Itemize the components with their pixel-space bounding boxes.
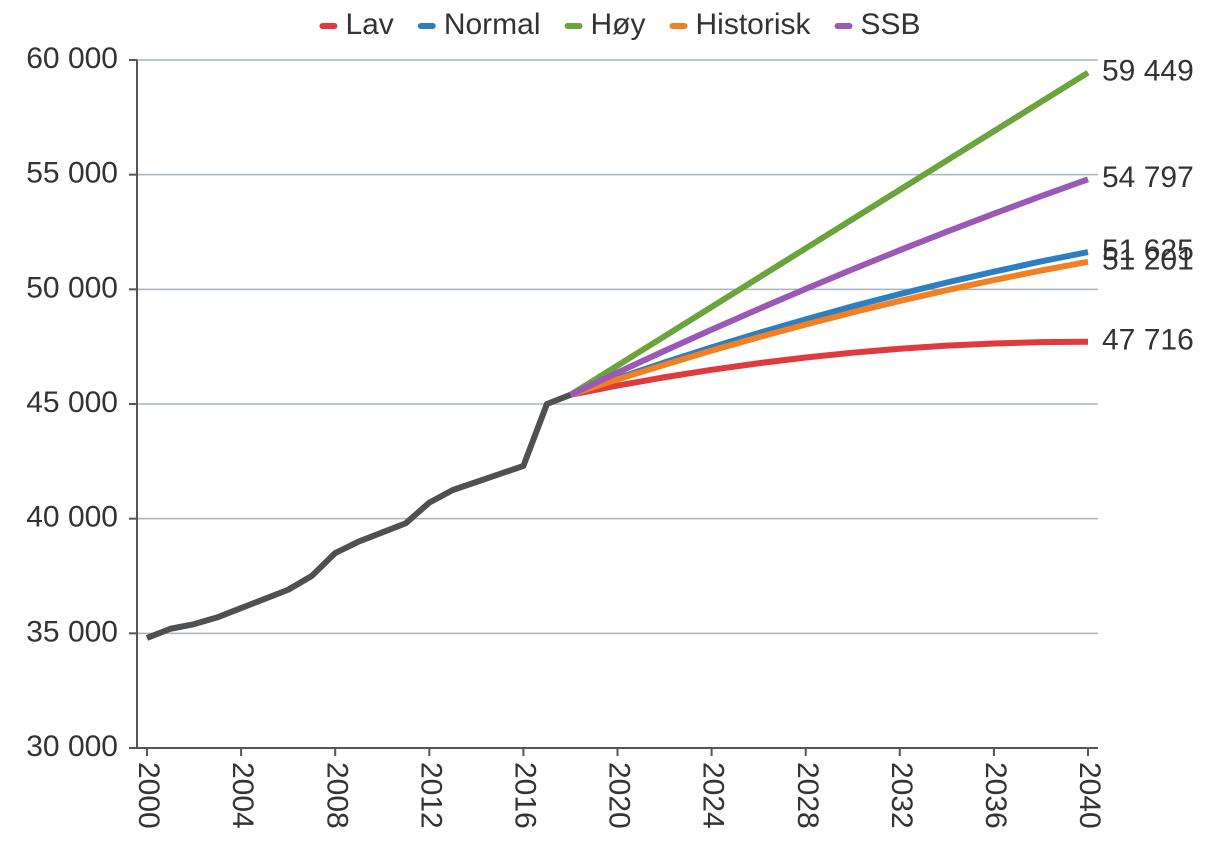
end-label: 51 201	[1102, 244, 1194, 277]
x-tick-label: 2012	[414, 762, 447, 829]
x-tick-label: 2032	[885, 762, 918, 829]
end-label: 54 797	[1102, 161, 1194, 194]
y-tick-label: 50 000	[26, 271, 118, 304]
series-line	[569, 176, 1090, 398]
legend-label: Normal	[444, 8, 541, 41]
series-line	[145, 392, 572, 641]
y-tick-label: 55 000	[26, 157, 118, 190]
x-tick-label: 2040	[1073, 762, 1106, 829]
lines	[145, 70, 1090, 641]
x-tick-label: 2008	[320, 762, 353, 829]
grid	[129, 59, 1098, 756]
y-tick-label: 35 000	[26, 615, 118, 648]
x-tick-label: 2004	[226, 762, 259, 829]
x-tick-label: 2000	[132, 762, 165, 829]
end-label: 59 449	[1102, 55, 1194, 88]
y-tick-label: 40 000	[26, 501, 118, 534]
labels: 30 000 35 000 40 000 45 000 50 000 55 000 60 0…	[26, 8, 1194, 829]
series-line	[569, 338, 1089, 398]
y-tick-label: 45 000	[26, 386, 118, 419]
legend-label: Høy	[591, 8, 646, 41]
x-tick-label: 2016	[508, 762, 541, 829]
legend-label: Lav	[345, 8, 393, 41]
series-line	[568, 70, 1090, 398]
legend-label: SSB	[861, 8, 921, 41]
y-tick-label: 60 000	[26, 42, 118, 75]
x-tick-label: 2028	[791, 762, 824, 829]
legend-label: Historisk	[696, 8, 812, 41]
x-tick-label: 2036	[979, 762, 1012, 829]
end-label: 51 625	[1102, 234, 1194, 267]
x-tick-label: 2024	[697, 762, 730, 829]
x-tick-label: 2020	[603, 762, 636, 829]
series-line	[569, 258, 1089, 398]
series-line	[569, 249, 1089, 398]
y-tick-label: 30 000	[26, 730, 118, 763]
end-label: 47 716	[1102, 324, 1194, 357]
